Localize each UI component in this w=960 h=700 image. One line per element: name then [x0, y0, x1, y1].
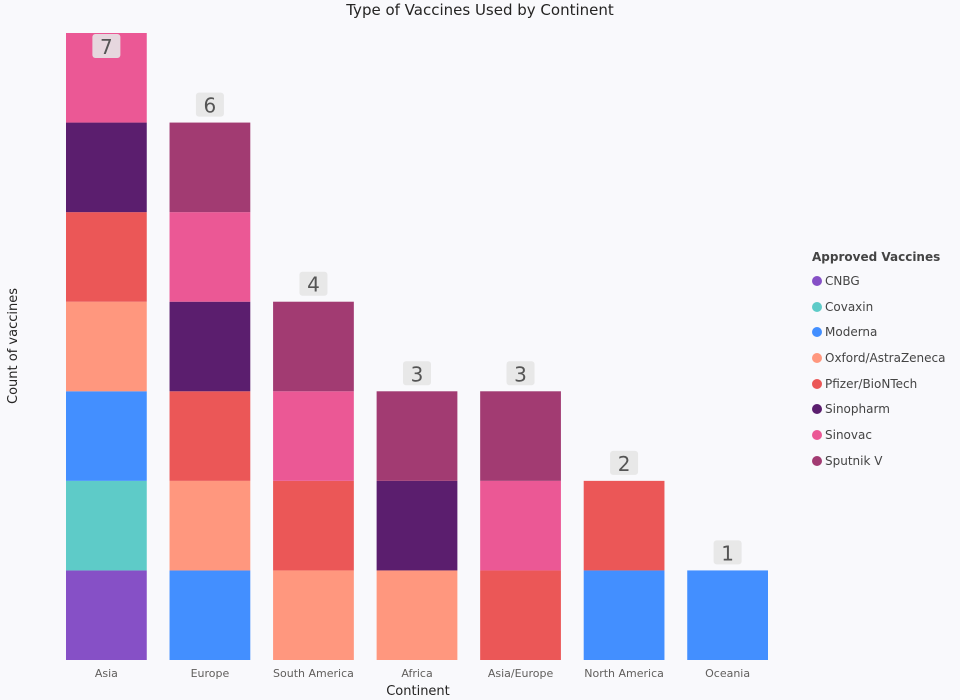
bar-north-america-moderna[interactable] — [583, 570, 665, 660]
total-label-asia-europe: 3 — [506, 361, 535, 386]
legend-title: Approved Vaccines — [812, 250, 941, 264]
total-label-asia: 7 — [92, 34, 121, 59]
legend-item-pfizer-biontech[interactable]: Pfizer/BioNTech — [812, 371, 957, 397]
total-label-bg-oceania — [713, 540, 742, 565]
x-tick-north-america: North America — [584, 667, 664, 680]
bar-africa-sinopharm[interactable] — [376, 480, 458, 571]
total-label-south-america: 4 — [299, 271, 328, 297]
legend-dot-icon — [812, 404, 822, 415]
legend-dot-icon — [812, 352, 822, 363]
bar-europe-sinovac[interactable] — [169, 212, 251, 302]
total-label-bg-asia — [92, 34, 121, 58]
legend-dot-icon — [812, 378, 822, 389]
bar-europe-pfizer-biontech[interactable] — [169, 391, 251, 481]
legend-item-oxford-astrazeneca[interactable]: Oxford/AstraZeneca — [812, 345, 957, 371]
legend-label: Sinovac — [825, 427, 872, 442]
bar-asia-europe-sinovac[interactable] — [480, 480, 561, 571]
legend-items: CNBG Covaxin Moderna Oxford/AstraZeneca Pfiz… — [812, 268, 957, 474]
total-value-asia: 7 — [100, 35, 113, 59]
legend-label: CNBG — [825, 273, 860, 288]
total-label-bg-north-america — [610, 450, 639, 475]
legend-label: Moderna — [825, 325, 878, 340]
x-tick-africa: Africa — [401, 667, 432, 680]
bar-oceania-moderna[interactable] — [687, 570, 768, 660]
bar-south-america-oxford-astrazeneca[interactable] — [273, 570, 354, 660]
bars-layer — [66, 33, 768, 660]
chart-title: Type of Vaccines Used by Continent — [345, 1, 614, 19]
legend-dot-icon — [812, 429, 822, 440]
bar-europe-moderna[interactable] — [169, 570, 251, 660]
x-tick-oceania: Oceania — [705, 667, 750, 680]
total-label-africa: 3 — [403, 361, 431, 386]
legend-item-sputnik-v[interactable]: Sputnik V — [812, 448, 957, 474]
x-axis-title: Continent — [386, 684, 450, 699]
bar-africa-sputnik-v[interactable] — [376, 391, 458, 481]
bar-europe-oxford-astrazeneca[interactable] — [169, 480, 251, 571]
legend-label: Sputnik V — [825, 453, 883, 468]
bar-africa-oxford-astrazeneca[interactable] — [376, 570, 458, 660]
total-label-oceania: 1 — [713, 540, 742, 565]
legend-label: Sinopharm — [825, 402, 890, 417]
total-label-bg-asia-europe — [506, 361, 535, 386]
total-value-oceania: 1 — [721, 541, 734, 565]
legend-label: Pfizer/BioNTech — [825, 376, 918, 391]
x-tick-asia: Asia — [95, 667, 118, 680]
legend-dot-icon — [812, 327, 822, 338]
total-value-asia-europe: 3 — [514, 362, 527, 386]
total-value-africa: 3 — [411, 362, 424, 386]
legend-item-moderna[interactable]: Moderna — [812, 319, 957, 345]
bar-south-america-sinovac[interactable] — [273, 391, 354, 481]
legend-item-cnbg[interactable]: CNBG — [812, 268, 957, 294]
total-label-bg-africa — [403, 361, 431, 386]
bar-south-america-sputnik-v[interactable] — [273, 301, 354, 392]
y-axis-title: Count of vaccines — [6, 288, 21, 404]
legend-item-covaxin[interactable]: Covaxin — [812, 294, 957, 320]
bar-asia-moderna[interactable] — [66, 391, 147, 481]
bar-south-america-pfizer-biontech[interactable] — [273, 480, 354, 571]
bar-asia-sinopharm[interactable] — [66, 122, 147, 213]
legend: Approved Vaccines CNBG Covaxin Moderna Oxfo… — [812, 250, 957, 474]
bar-asia-pfizer-biontech[interactable] — [66, 212, 147, 302]
total-value-south-america: 4 — [307, 273, 320, 297]
legend-dot-icon — [812, 455, 822, 466]
total-label-bg-south-america — [299, 271, 328, 296]
bar-asia-oxford-astrazeneca[interactable] — [66, 301, 147, 392]
bar-north-america-pfizer-biontech[interactable] — [583, 480, 665, 571]
legend-label: Covaxin — [825, 299, 874, 314]
bar-asia-covaxin[interactable] — [66, 480, 147, 571]
x-tick-asia-europe: Asia/Europe — [488, 667, 554, 680]
total-value-north-america: 2 — [618, 452, 631, 476]
total-value-europe: 6 — [204, 94, 217, 118]
x-tick-south-america: South America — [273, 667, 354, 680]
bar-europe-sputnik-v[interactable] — [169, 122, 251, 213]
legend-dot-icon — [812, 301, 822, 312]
total-label-bg-europe — [195, 92, 224, 117]
bar-europe-sinopharm[interactable] — [169, 301, 251, 392]
bar-asia-europe-pfizer-biontech[interactable] — [480, 570, 561, 660]
total-label-north-america: 2 — [610, 450, 639, 476]
legend-item-sinovac[interactable]: Sinovac — [812, 422, 957, 448]
legend-item-sinopharm[interactable]: Sinopharm — [812, 396, 957, 422]
totals-layer: 7 6 4 3 3 2 1 — [92, 34, 742, 565]
x-tick-europe: Europe — [191, 667, 230, 680]
legend-dot-icon — [812, 275, 822, 286]
total-label-europe: 6 — [195, 92, 224, 118]
x-axis-ticks: Asia Europe South America Africa Asia/Europe… — [95, 667, 750, 680]
bar-asia-cnbg[interactable] — [66, 570, 147, 660]
legend-label: Oxford/AstraZeneca — [825, 350, 946, 365]
bar-asia-europe-sputnik-v[interactable] — [480, 391, 561, 481]
